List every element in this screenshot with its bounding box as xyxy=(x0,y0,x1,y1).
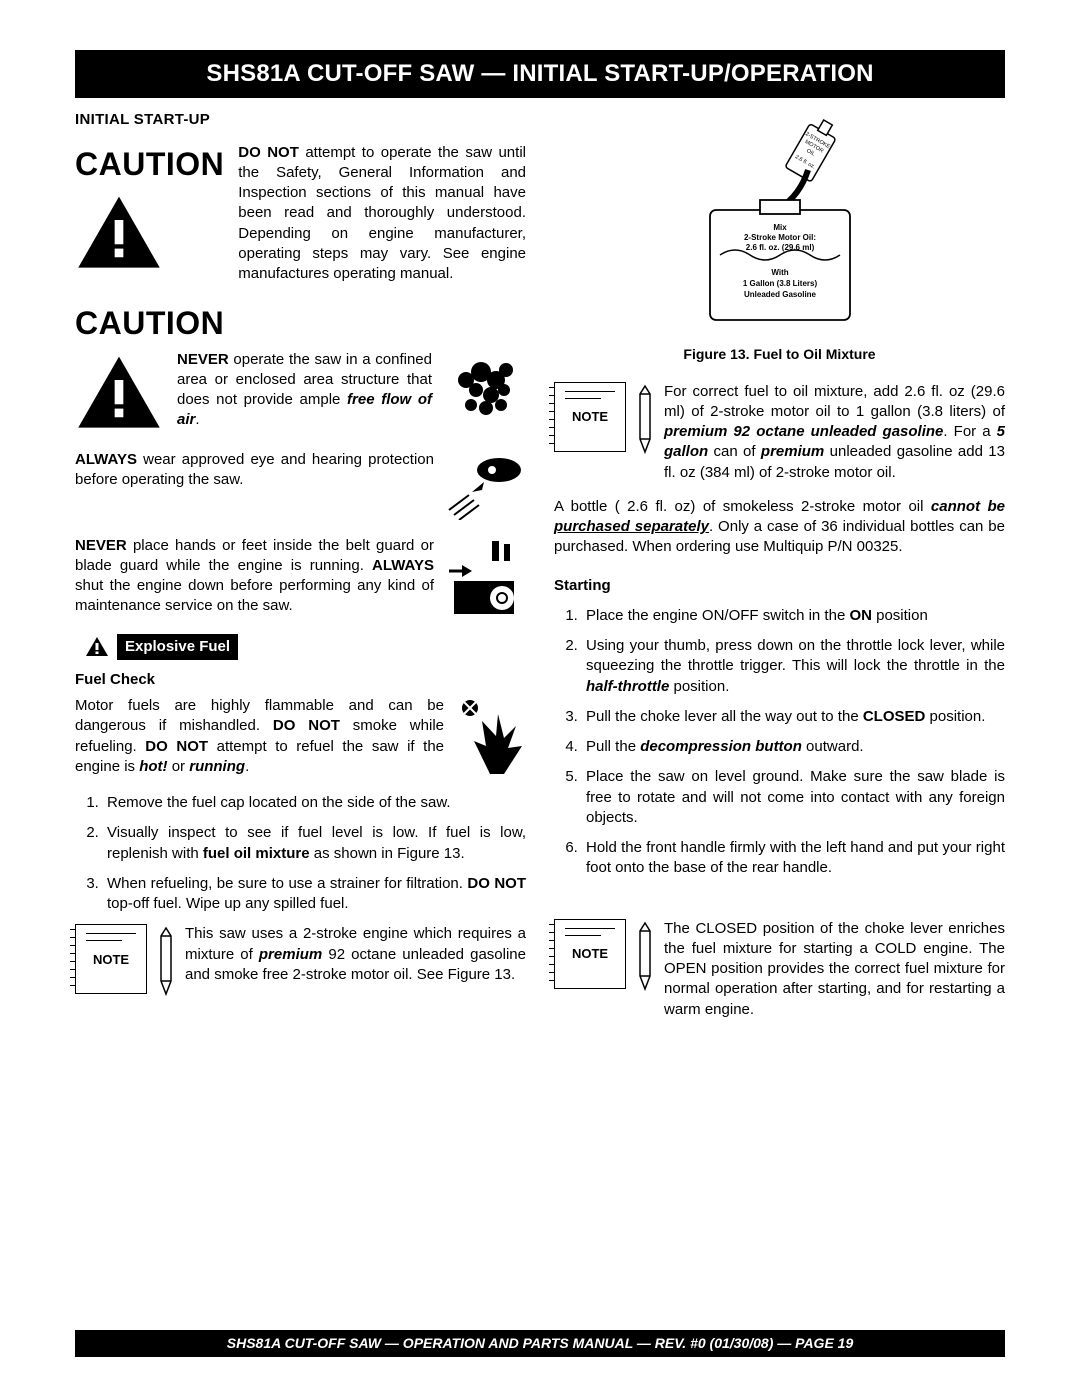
note-word: NOTE xyxy=(572,408,608,426)
note-block-right-2: NOTE The CLOSED position of the choke le… xyxy=(554,919,1005,1020)
explosive-fuel-label: Explosive Fuel xyxy=(117,634,238,660)
caution-text-2: NEVER operate the saw in a confined area… xyxy=(177,350,432,432)
eye-ear-protection-icon xyxy=(444,450,526,520)
svg-text:Unleaded Gasoline: Unleaded Gasoline xyxy=(743,290,816,299)
note-word: NOTE xyxy=(93,951,129,969)
list-item: Hold the front handle firmly with the le… xyxy=(582,838,1005,879)
pencil-icon xyxy=(636,921,654,991)
fuel-mixture-figure: 2-STROKE MOTOR OIL 2.6 fl. oz. Mix 2-Str… xyxy=(554,110,1005,336)
list-item: Place the engine ON/OFF switch in the ON… xyxy=(582,606,1005,626)
note-block-left: NOTE This saw uses a 2-stroke engine whi… xyxy=(75,924,526,996)
fuel-check-text: Motor fuels are highly flammable and can… xyxy=(75,696,444,777)
list-item: Visually inspect to see if fuel level is… xyxy=(103,823,526,864)
note-pad-icon: NOTE xyxy=(554,382,626,452)
caution-block-1: CAUTION DO NOT attempt to operate the sa… xyxy=(75,143,526,285)
note-word: NOTE xyxy=(572,945,608,963)
svg-text:2.6 fl. oz. (29.6 ml): 2.6 fl. oz. (29.6 ml) xyxy=(745,243,814,252)
right-column: 2-STROKE MOTOR OIL 2.6 fl. oz. Mix 2-Str… xyxy=(554,110,1005,1033)
always-wear-text: ALWAYS wear approved eye and hearing pro… xyxy=(75,450,434,491)
caution-left: CAUTION xyxy=(75,143,224,285)
fuel-check-steps: Remove the fuel cap located on the side … xyxy=(75,793,526,914)
note-text-left: This saw uses a 2-stroke engine which re… xyxy=(185,924,526,985)
note-block-right-1: NOTE For correct fuel to oil mixture, ad… xyxy=(554,382,1005,483)
fuel-check-row: Motor fuels are highly flammable and can… xyxy=(75,696,526,777)
guard-hand-icon xyxy=(444,536,526,618)
never-hands-row: NEVER place hands or feet inside the bel… xyxy=(75,536,526,618)
warning-triangle-icon xyxy=(75,354,163,432)
caution-word-1: CAUTION xyxy=(75,143,224,186)
note-text-right-2: The CLOSED position of the choke lever e… xyxy=(664,919,1005,1020)
left-column: INITIAL START-UP CAUTION DO NOT attempt … xyxy=(75,110,526,1033)
bottle-para: A bottle ( 2.6 fl. oz) of smokeless 2-st… xyxy=(554,497,1005,558)
page-footer-bar: SHS81A CUT-OFF SAW — OPERATION AND PARTS… xyxy=(75,1330,1005,1357)
list-item: Using your thumb, press down on the thro… xyxy=(582,636,1005,697)
caution-block-2: NEVER operate the saw in a confined area… xyxy=(75,350,526,432)
fuel-can-bottle-icon: 2-STROKE MOTOR OIL 2.6 fl. oz. Mix 2-Str… xyxy=(660,110,900,330)
caution-text-1: DO NOT attempt to operate the saw until … xyxy=(238,143,526,285)
svg-text:2-Stroke Motor Oil:: 2-Stroke Motor Oil: xyxy=(743,233,815,242)
starting-title: Starting xyxy=(554,576,1005,596)
explosive-fuel-bar: Explosive Fuel xyxy=(85,634,526,660)
note-pad-icon: NOTE xyxy=(75,924,147,994)
list-item: When refueling, be sure to use a straine… xyxy=(103,874,526,915)
fuel-check-title: Fuel Check xyxy=(75,670,526,690)
two-column-layout: INITIAL START-UP CAUTION DO NOT attempt … xyxy=(75,110,1005,1033)
list-item: Pull the choke lever all the way out to … xyxy=(582,707,1005,727)
warning-triangle-icon xyxy=(75,194,163,272)
page-header-bar: SHS81A CUT-OFF SAW — INITIAL START-UP/OP… xyxy=(75,50,1005,98)
figure-caption: Figure 13. Fuel to Oil Mixture xyxy=(554,345,1005,364)
warning-triangle-small-icon xyxy=(85,636,109,658)
svg-text:1 Gallon (3.8 Liters): 1 Gallon (3.8 Liters) xyxy=(742,279,817,288)
explosion-icon xyxy=(454,696,526,774)
list-item: Remove the fuel cap located on the side … xyxy=(103,793,526,813)
pencil-icon xyxy=(636,384,654,454)
always-wear-row: ALWAYS wear approved eye and hearing pro… xyxy=(75,450,526,520)
note-text-right-1: For correct fuel to oil mixture, add 2.6… xyxy=(664,382,1005,483)
svg-text:With: With xyxy=(771,268,788,277)
starting-steps: Place the engine ON/OFF switch in the ON… xyxy=(554,606,1005,879)
never-hands-text: NEVER place hands or feet inside the bel… xyxy=(75,536,434,617)
caution-word-2: CAUTION xyxy=(75,302,526,345)
section-title-initial-startup: INITIAL START-UP xyxy=(75,110,526,130)
note-pad-icon: NOTE xyxy=(554,919,626,989)
pencil-icon xyxy=(157,926,175,996)
svg-text:Mix: Mix xyxy=(773,223,787,232)
list-item: Place the saw on level ground. Make sure… xyxy=(582,767,1005,828)
exhaust-cloud-icon xyxy=(446,350,526,430)
list-item: Pull the decompression button outward. xyxy=(582,737,1005,757)
